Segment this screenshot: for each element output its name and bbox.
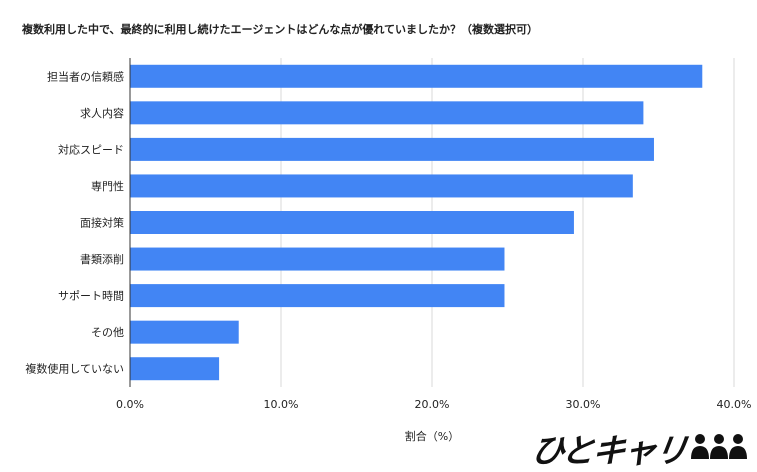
- x-tick-label: 0.0%: [116, 398, 144, 411]
- category-label: 書類添削: [80, 252, 124, 266]
- bar: [130, 247, 505, 271]
- x-axis-title: 割合（%）: [405, 429, 459, 443]
- x-tick-label: 10.0%: [264, 398, 299, 411]
- category-label: サポート時間: [58, 290, 124, 303]
- chart-title: 複数利用した中で、最終的に利用し続けたエージェントはどんな点が優れていましたか？…: [22, 23, 539, 36]
- bar: [130, 211, 574, 234]
- x-tick-label: 30.0%: [566, 398, 601, 411]
- category-label: 専門性: [91, 179, 124, 193]
- category-label: 求人内容: [80, 106, 124, 120]
- x-tick-label: 20.0%: [415, 398, 450, 411]
- bar: [130, 137, 654, 161]
- x-tick-label: 40.0%: [717, 398, 752, 411]
- bar: [130, 174, 633, 198]
- hitokyari-logo: ひとキャリ: [529, 424, 752, 470]
- category-label: 複数使用していない: [25, 362, 124, 376]
- bar: [130, 320, 239, 344]
- category-label: 面接対策: [80, 216, 124, 230]
- bar: [130, 64, 703, 88]
- bar: [130, 101, 644, 125]
- category-label: 担当者の信頼感: [47, 69, 124, 83]
- bar: [130, 357, 220, 381]
- logo-text: ひとキャリ: [528, 431, 689, 470]
- category-label: 対応スピード: [58, 142, 124, 156]
- bar: [130, 284, 505, 308]
- category-label: その他: [91, 326, 124, 339]
- people-icon: [691, 434, 747, 459]
